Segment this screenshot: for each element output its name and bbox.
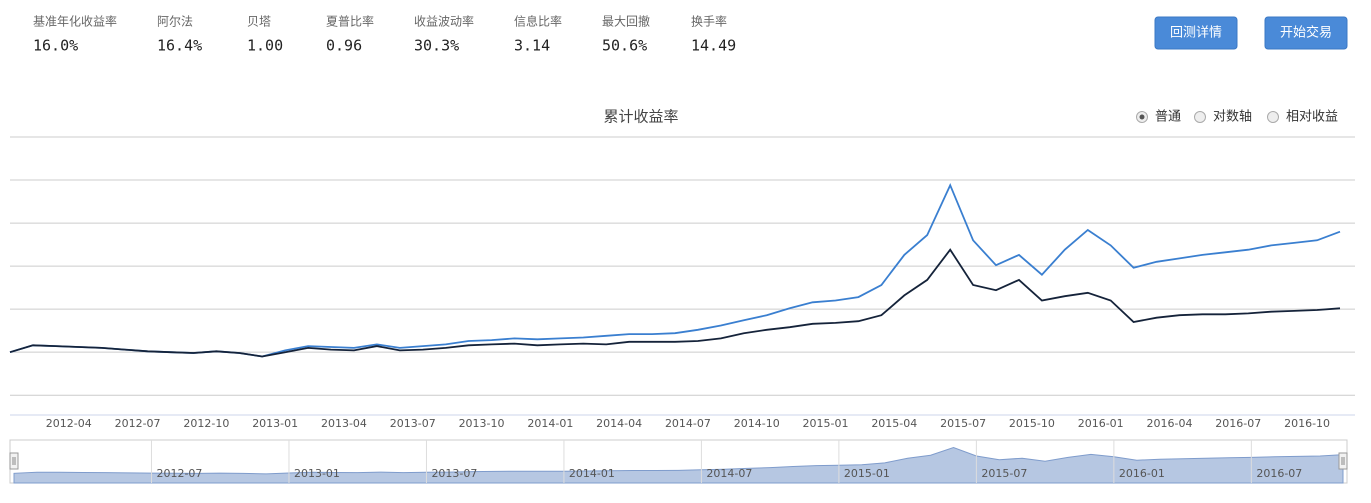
- navigator-handle[interactable]: [9, 452, 19, 470]
- metric-value: 14.49: [691, 37, 736, 55]
- x-tick-label: 2015-04: [871, 417, 917, 430]
- button[interactable]: [1264, 16, 1348, 50]
- x-tick-label: 2013-07: [390, 417, 436, 430]
- navigator-tick-label: 2016-01: [1119, 467, 1165, 480]
- metric-label: 收益波动率: [414, 14, 474, 29]
- navigator-area: [13, 446, 1344, 484]
- metric-label: 贝塔: [247, 15, 271, 29]
- navigator-tick-label: 2013-07: [431, 467, 477, 480]
- x-tick-label: 2012-04: [46, 417, 92, 430]
- navigator-tick-label: 2013-01: [294, 467, 340, 480]
- x-tick-label: 2012-07: [115, 417, 161, 430]
- metric-value: 3.14: [514, 37, 550, 55]
- navigator-tick-label: 2014-01: [569, 467, 615, 480]
- navigator-handle[interactable]: [1338, 452, 1348, 470]
- navigator-tick-label: 2014-07: [706, 467, 752, 480]
- metric-value: 1.00: [247, 37, 283, 55]
- x-tick-label: 2014-10: [734, 417, 780, 430]
- navigator-tick-label: 2016-07: [1256, 467, 1302, 480]
- radio-label[interactable]: 普通: [1155, 110, 1181, 125]
- metric-value: 50.6%: [602, 37, 647, 55]
- x-tick-label: 2015-10: [1009, 417, 1055, 430]
- x-tick-label: 2016-10: [1284, 417, 1330, 430]
- radio-dot[interactable]: [1139, 114, 1145, 120]
- metric-value: 16.4%: [157, 37, 202, 55]
- button-label[interactable]: 回测详情: [1170, 26, 1222, 41]
- radio[interactable]: [1267, 111, 1279, 123]
- x-tick-label: 2016-04: [1146, 417, 1192, 430]
- x-tick-label: 2016-01: [1078, 417, 1124, 430]
- x-tick-label: 2013-01: [252, 417, 298, 430]
- series-line: [9, 182, 1341, 358]
- navigator-tick-label: 2015-01: [844, 467, 890, 480]
- metric-label: 换手率: [691, 14, 727, 29]
- radio-label[interactable]: 相对收益: [1286, 110, 1338, 125]
- x-tick-label: 2016-07: [1215, 417, 1261, 430]
- x-tick-label: 2014-04: [596, 417, 642, 430]
- navigator-tick-label: 2012-07: [156, 467, 202, 480]
- x-tick-label: 2015-07: [940, 417, 986, 430]
- metric-label: 最大回撤: [602, 14, 650, 29]
- navigator-tick-label: 2015-07: [981, 467, 1027, 480]
- metric-label: 夏普比率: [326, 14, 374, 29]
- x-tick-label: 2013-10: [459, 417, 505, 430]
- radio-label[interactable]: 对数轴: [1213, 110, 1252, 125]
- metric-value: 16.0%: [33, 37, 78, 55]
- button-label[interactable]: 开始交易: [1280, 25, 1332, 41]
- metric-label: 阿尔法: [157, 14, 193, 29]
- x-tick-label: 2014-01: [527, 417, 573, 430]
- series-line: [9, 248, 1341, 358]
- metric-value: 0.96: [326, 37, 362, 55]
- metric-value: 30.3%: [414, 37, 459, 55]
- x-tick-label: 2015-01: [803, 417, 849, 430]
- x-tick-label: 2013-04: [321, 417, 367, 430]
- x-tick-label: 2012-10: [183, 417, 229, 430]
- radio[interactable]: [1194, 111, 1206, 123]
- x-tick-label: 2014-07: [665, 417, 711, 430]
- metric-label: 基准年化收益率: [33, 14, 117, 29]
- metric-label: 信息比率: [514, 14, 562, 29]
- chart-title: 累计收益率: [603, 108, 678, 126]
- button[interactable]: [1154, 16, 1238, 50]
